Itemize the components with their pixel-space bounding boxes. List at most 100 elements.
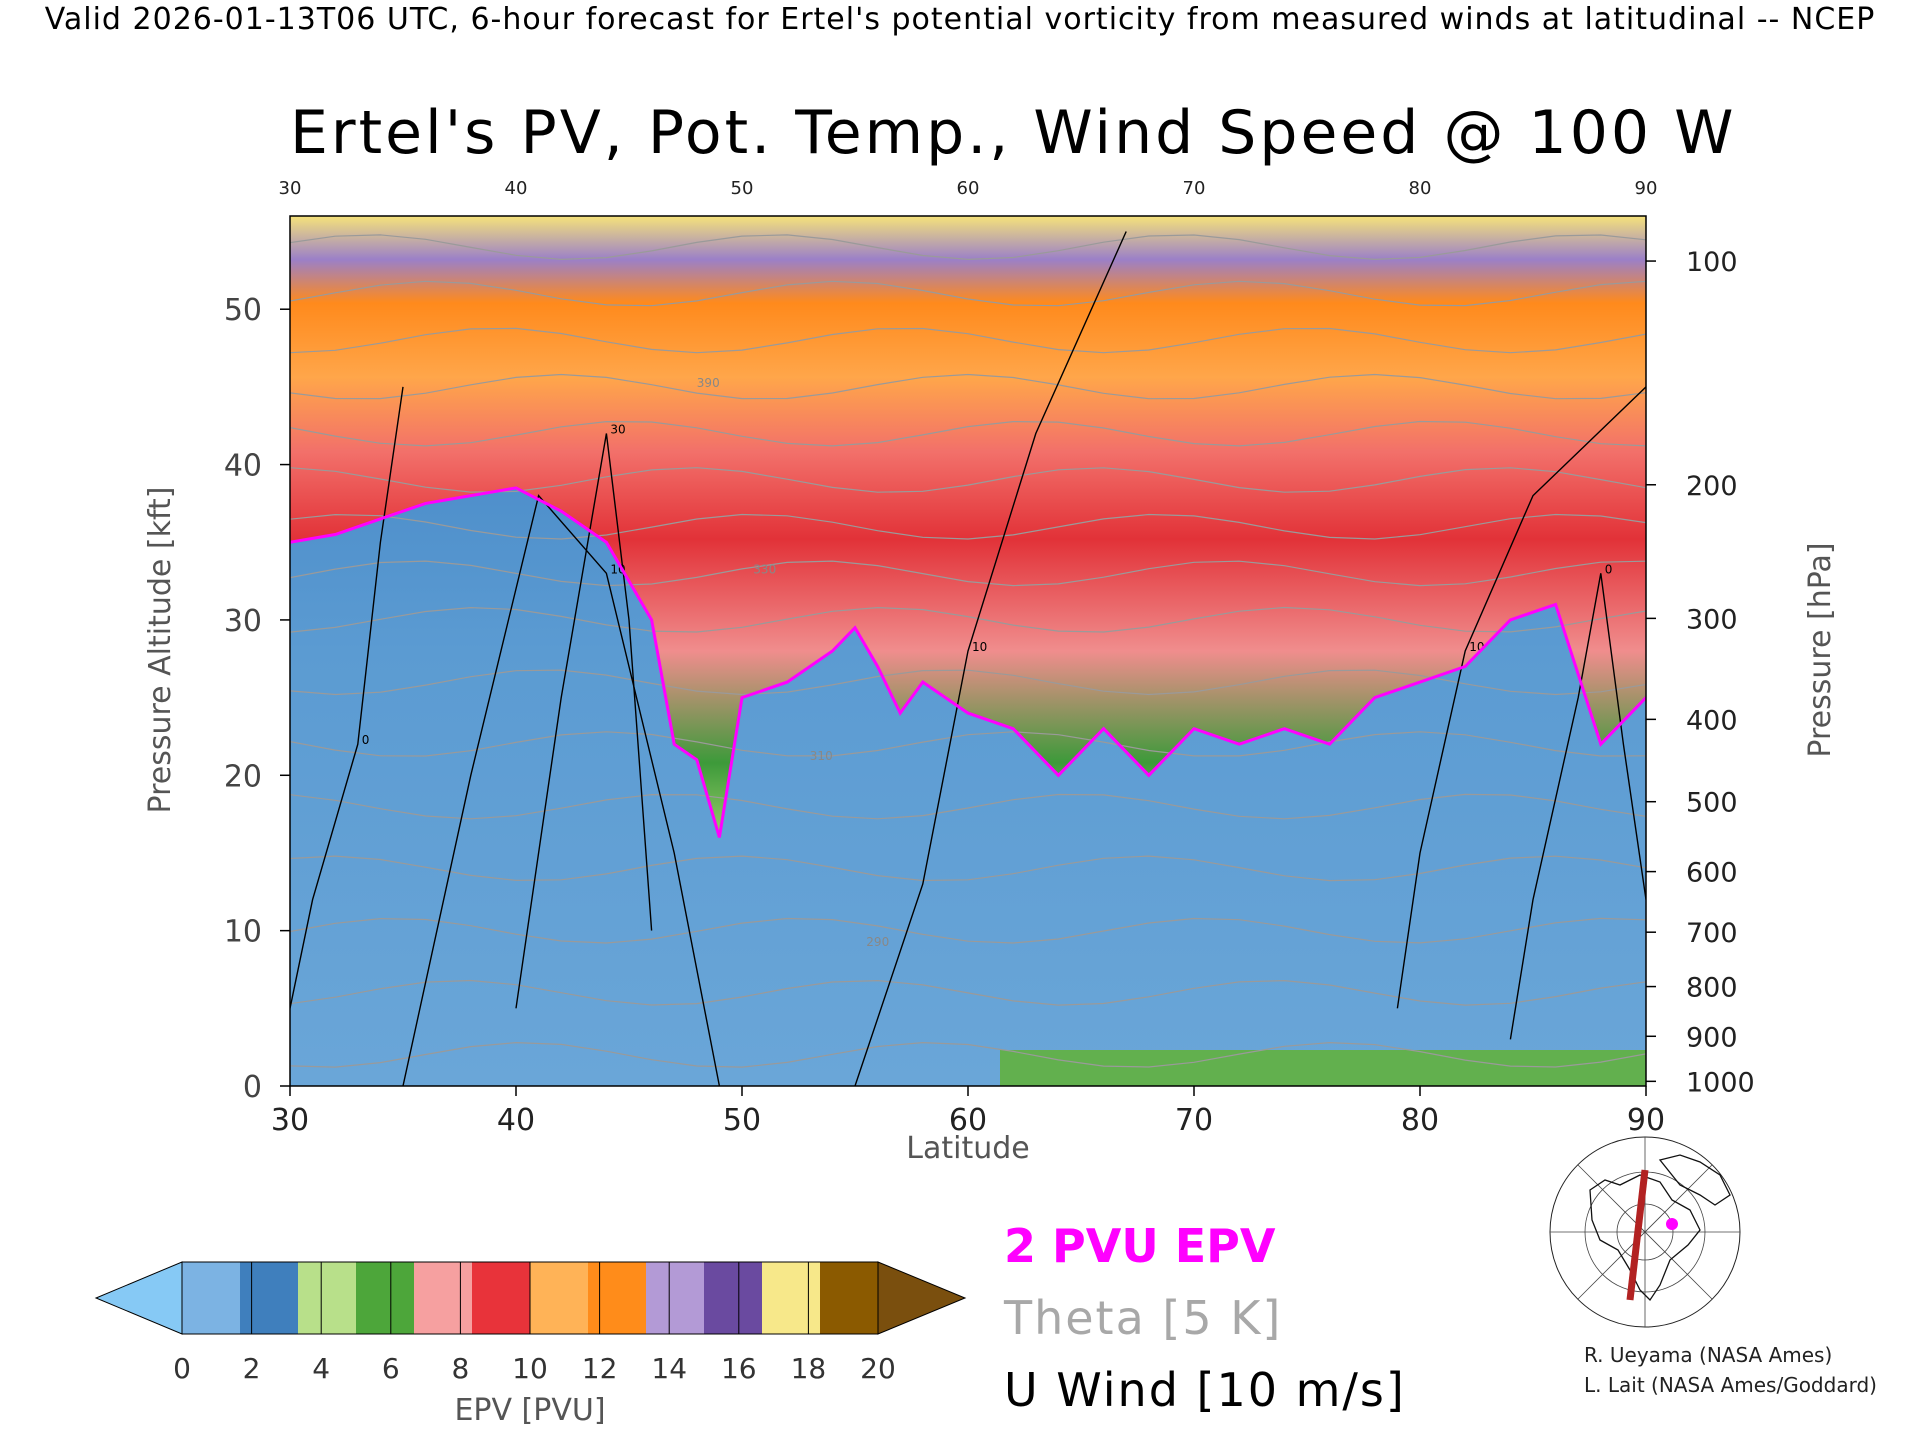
theta-line <box>290 855 1646 882</box>
x-top-tick-label: 30 <box>279 178 302 199</box>
colorbar-tick-label: 8 <box>451 1352 469 1385</box>
theta-line <box>290 560 1646 587</box>
x-top-tick-label: 60 <box>957 178 980 199</box>
wind-contour <box>515 433 653 1009</box>
colorbar-tick-label: 12 <box>582 1352 618 1385</box>
x-axis-top-ticks: 30 40 50 60 70 80 90 <box>279 178 1658 199</box>
theta-line <box>290 513 1646 540</box>
pressure-axis-ticks: 100 200 300 400 500 600 700 800 900 1000 <box>1646 247 1755 1098</box>
x-top-tick-label: 50 <box>731 178 754 199</box>
colorbar-tick-label: 16 <box>721 1352 757 1385</box>
pressure-tick-label: 900 <box>1686 1022 1738 1053</box>
theta-line-label: 390 <box>697 376 720 390</box>
x-tick-label: 50 <box>723 1103 761 1138</box>
theta-line <box>290 1041 1646 1068</box>
wind-contour-label: 0 <box>362 733 370 747</box>
theta-line <box>290 280 1646 307</box>
wind-contour <box>290 386 404 1009</box>
stratosphere-fill <box>290 216 1646 838</box>
colorbar-segment <box>646 1262 705 1334</box>
x-tick-label: 80 <box>1401 1103 1439 1138</box>
theta-line <box>290 669 1646 696</box>
x-top-tick-label: 70 <box>1183 178 1206 199</box>
x-tick-label: 90 <box>1627 1103 1665 1138</box>
wind-contour-label: 30 <box>610 423 625 437</box>
theta-line <box>290 793 1646 820</box>
theta-line-label: 290 <box>866 935 889 949</box>
x-tick-label: 30 <box>271 1103 309 1138</box>
epv-colorbar: 0 2 4 6 8 10 12 14 16 18 20 <box>94 1261 967 1385</box>
theta-line-label: 310 <box>810 749 833 763</box>
theta-line <box>290 373 1646 400</box>
colorbar-label: EPV [PVU] <box>454 1393 605 1428</box>
pressure-tick-label: 300 <box>1686 604 1738 635</box>
pressure-tick-label: 600 <box>1686 858 1738 889</box>
colorbar-tick-label: 20 <box>860 1352 896 1385</box>
colorbar-segment <box>298 1262 357 1334</box>
theta-line <box>290 979 1646 1006</box>
colorbar-segment <box>762 1262 821 1334</box>
boundary-layer-band <box>1000 1050 1646 1086</box>
colorbar-under-arrow <box>94 1261 183 1335</box>
wind-contour <box>1396 386 1646 1009</box>
x-top-tick-label: 80 <box>1409 178 1432 199</box>
legend-wind: U Wind [10 m/s] <box>1004 1363 1406 1417</box>
colorbar-segment <box>414 1262 473 1334</box>
colorbar-tick-label: 2 <box>243 1352 261 1385</box>
theta-line <box>290 420 1646 447</box>
pressure-tick-label: 1000 <box>1686 1067 1755 1098</box>
x-axis-title: Latitude <box>906 1131 1029 1166</box>
colorbar-segment <box>356 1262 415 1334</box>
wind-contour-label: 0 <box>1605 562 1613 576</box>
colorbar-segment <box>530 1262 589 1334</box>
y-tick-label: 10 <box>224 915 262 950</box>
pressure-tick-label: 400 <box>1686 705 1738 736</box>
colorbar-tick-label: 4 <box>312 1352 330 1385</box>
x-top-tick-label: 90 <box>1635 178 1658 199</box>
cross-section-location-map <box>1546 1136 1744 1328</box>
colorbar-segment <box>182 1262 241 1334</box>
colorbar-over-arrow <box>877 1261 967 1335</box>
x-axis-ticks: 30 40 50 60 70 80 90 <box>271 1086 1665 1138</box>
y-tick-label: 0 <box>243 1070 262 1105</box>
credit-line-1: R. Ueyama (NASA Ames) <box>1584 1343 1832 1367</box>
x-tick-label: 40 <box>497 1103 535 1138</box>
credit-line-2: L. Lait (NASA Ames/Goddard) <box>1584 1373 1877 1397</box>
pressure-tick-label: 200 <box>1686 471 1738 502</box>
colorbar-tick-label: 14 <box>651 1352 687 1385</box>
wind-contour-label: 10 <box>972 640 987 654</box>
colorbar-tick-label: 0 <box>173 1352 191 1385</box>
theta-line <box>290 234 1646 261</box>
pressure-tick-label: 800 <box>1686 973 1738 1004</box>
colorbar-tick-label: 18 <box>791 1352 827 1385</box>
pressure-tick-label: 100 <box>1686 247 1738 278</box>
x-top-tick-label: 40 <box>505 178 528 199</box>
theta-lines: 390 330 310 290 <box>290 234 1646 1068</box>
wind-contour <box>402 494 721 1086</box>
legend-epv: 2 PVU EPV <box>1004 1219 1276 1273</box>
y-tick-label: 30 <box>224 604 262 639</box>
colorbar-segment <box>704 1262 763 1334</box>
wind-contour <box>1509 573 1646 1040</box>
forecast-banner: Valid 2026-01-13T06 UTC, 6-hour forecast… <box>44 2 1876 37</box>
y-axis-title: Pressure Altitude [kft] <box>143 487 178 814</box>
theta-line <box>290 606 1646 633</box>
colorbar-segment <box>472 1262 531 1334</box>
colorbar-segment <box>240 1262 299 1334</box>
theta-line <box>290 467 1646 493</box>
y-tick-label: 50 <box>224 293 262 328</box>
pressure-tick-label: 500 <box>1686 788 1738 819</box>
pressure-tick-label: 700 <box>1686 918 1738 949</box>
legend-theta: Theta [5 K] <box>1003 1291 1282 1345</box>
x-tick-label: 70 <box>1175 1103 1213 1138</box>
tropopause-2pvu-line <box>290 486 1646 838</box>
y-tick-label: 40 <box>224 449 262 484</box>
y-tick-label: 20 <box>224 759 262 794</box>
theta-line <box>290 731 1646 757</box>
theta-line <box>290 917 1646 944</box>
wind-contour <box>854 231 1127 1086</box>
pressure-axis-title: Pressure [hPa] <box>1803 542 1838 757</box>
